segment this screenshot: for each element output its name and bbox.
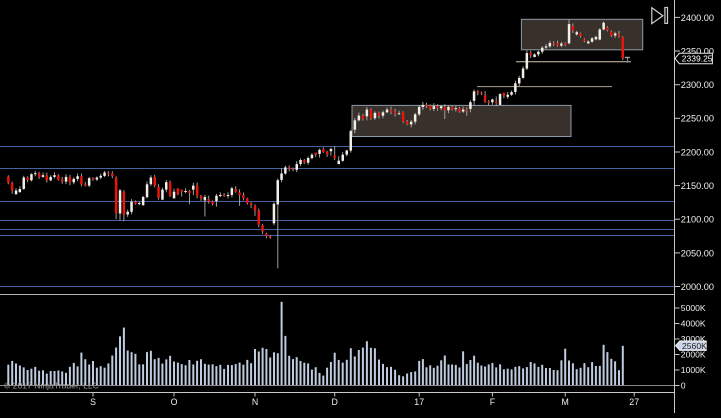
svg-text:2150.00: 2150.00 xyxy=(681,181,714,191)
svg-text:O: O xyxy=(171,397,178,407)
svg-text:M: M xyxy=(562,397,569,407)
svg-text:2560K: 2560K xyxy=(682,341,707,351)
svg-text:2200.00: 2200.00 xyxy=(681,147,714,157)
svg-text:F: F xyxy=(490,397,496,407)
svg-text:2050.00: 2050.00 xyxy=(681,248,714,258)
svg-text:2300.00: 2300.00 xyxy=(681,80,714,90)
svg-text:© 2017 NinjaTrader, LLC: © 2017 NinjaTrader, LLC xyxy=(4,381,99,391)
svg-text:4000K: 4000K xyxy=(681,319,706,329)
svg-text:S: S xyxy=(90,397,96,407)
svg-text:2350.00: 2350.00 xyxy=(681,46,714,56)
svg-text:1000K: 1000K xyxy=(681,365,706,375)
svg-text:D: D xyxy=(332,397,338,407)
svg-text:17: 17 xyxy=(414,397,424,407)
svg-text:0: 0 xyxy=(681,381,686,391)
svg-text:N: N xyxy=(252,397,258,407)
svg-text:27: 27 xyxy=(629,397,639,407)
svg-text:2250.00: 2250.00 xyxy=(681,114,714,124)
svg-text:2339.25: 2339.25 xyxy=(682,54,713,64)
svg-text:2000.00: 2000.00 xyxy=(681,282,714,292)
svg-text:3000K: 3000K xyxy=(681,334,706,344)
svg-text:2100.00: 2100.00 xyxy=(681,215,714,225)
svg-text:2000K: 2000K xyxy=(681,350,706,360)
svg-text:5000K: 5000K xyxy=(681,303,706,313)
svg-text:2400.00: 2400.00 xyxy=(681,13,714,23)
